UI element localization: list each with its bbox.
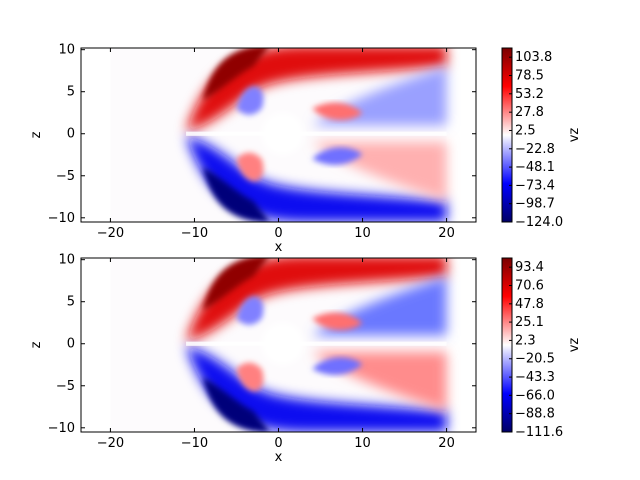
colorbar-tick-label: −73.4	[515, 178, 555, 193]
heatmap-region-4	[202, 377, 271, 432]
subplot-2: −20 −10 0 10 20 −10 −5 0 5 10 x z 93.4 70.6 47.8 25.1 2.…	[29, 253, 582, 465]
x-tick-label: −20	[97, 436, 124, 451]
colorbar-tick-label: −98.7	[515, 197, 555, 212]
y-tick-label: 0	[67, 127, 75, 142]
y-tick-label: −5	[56, 169, 75, 184]
colorbar-gradient	[501, 47, 513, 223]
colorbar-tick-label: 2.5	[515, 123, 536, 138]
heatmap-region-2	[202, 258, 269, 311]
x-tick-label: 20	[438, 436, 455, 451]
heatmap-region-2	[202, 48, 269, 101]
subplot-1: −20 −10 0 10 20 −10 −5 0 5 10 x z 103.8 78.5 53.2 27.8 2…	[29, 43, 582, 255]
colorbar-tick-label: −48.1	[515, 160, 555, 175]
y-axis-label: z	[29, 131, 44, 138]
colorbar-tick-label: 25.1	[515, 315, 544, 330]
colorbar-tick-label: 27.8	[515, 105, 544, 120]
y-tick-label: 5	[67, 85, 75, 100]
colorbar-tick-label: 47.8	[515, 297, 544, 312]
heatmap-region-1	[186, 48, 447, 132]
colorbar-gradient	[501, 257, 513, 433]
x-tick-label: −10	[181, 226, 208, 241]
y-tick-label: 0	[67, 337, 75, 352]
colorbar-tick-label: 2.3	[515, 333, 536, 348]
colorbar-label: vz	[567, 128, 582, 143]
heatmap-region-5	[236, 296, 264, 325]
x-tick-label: −10	[181, 436, 208, 451]
colorbar-tick-label: −124.0	[515, 215, 563, 230]
heatmap-region-6	[236, 362, 264, 392]
colorbar-tick-label: −43.3	[515, 370, 555, 385]
midplane-line	[186, 131, 447, 136]
x-tick-label: 0	[274, 226, 282, 241]
x-tick-label: 10	[354, 436, 371, 451]
y-tick-label: 10	[58, 43, 75, 58]
midplane-line	[186, 341, 447, 346]
colorbar-tick-label: 103.8	[515, 50, 552, 65]
heatmap-region-5	[236, 86, 264, 115]
x-axis-label: x	[275, 450, 283, 465]
x-tick-label: −20	[97, 226, 124, 241]
heatmap-field	[81, 48, 476, 222]
colorbar-tick-label: −66.0	[515, 388, 555, 403]
heatmap-region-10	[312, 357, 363, 375]
colorbar-tick-label: 53.2	[515, 87, 544, 102]
heatmap-region-9	[312, 312, 363, 331]
y-tick-label: −5	[56, 379, 75, 394]
heatmap-field	[81, 258, 476, 432]
heatmap-region-6	[236, 152, 264, 182]
y-tick-label: −10	[48, 211, 75, 226]
heatmap-region-9	[312, 102, 363, 121]
x-tick-label: 20	[438, 226, 455, 241]
x-tick-label: 10	[354, 226, 371, 241]
colorbar: 93.4 70.6 47.8 25.1 2.3 −20.5 −43.3 −66.0 −88.8 −…	[501, 257, 582, 440]
colorbar-tick-label: 78.5	[515, 68, 544, 83]
x-tick-label: 0	[274, 436, 282, 451]
y-tick-label: 10	[58, 253, 75, 268]
colorbar-tick-label: 70.6	[515, 278, 544, 293]
heatmap-region-10	[312, 147, 363, 165]
heatmap-region-4	[202, 167, 271, 222]
y-axis-label: z	[29, 341, 44, 348]
colorbar-label: vz	[567, 338, 582, 353]
colorbar-tick-label: −20.5	[515, 352, 555, 367]
colorbar: 103.8 78.5 53.2 27.8 2.5 −22.8 −48.1 −73.4 −98.7…	[501, 47, 582, 230]
colorbar-tick-label: −88.8	[515, 407, 555, 422]
y-tick-label: −10	[48, 421, 75, 436]
colorbar-tick-label: 93.4	[515, 260, 544, 275]
colorbar-tick-label: −22.8	[515, 142, 555, 157]
y-tick-label: 5	[67, 295, 75, 310]
heatmap-region-1	[186, 258, 447, 342]
x-axis-label: x	[275, 240, 283, 255]
colorbar-tick-label: −111.6	[515, 425, 563, 440]
